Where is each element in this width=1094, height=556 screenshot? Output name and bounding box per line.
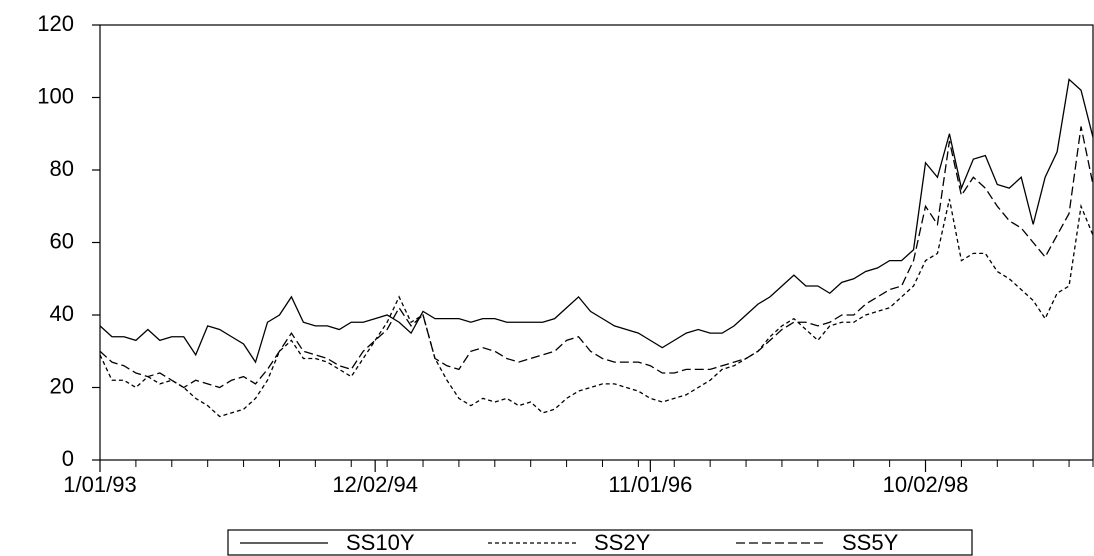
y-tick-label: 100 (37, 83, 74, 108)
x-tick-label: 11/01/96 (608, 472, 692, 497)
legend-label: SS10Y (346, 530, 415, 555)
y-tick-label: 60 (50, 228, 74, 253)
x-tick-label: 12/02/94 (332, 472, 418, 497)
x-tick-label: 10/02/98 (883, 472, 969, 497)
y-tick-label: 80 (50, 156, 74, 181)
y-tick-label: 120 (37, 11, 74, 36)
series-line (99, 198, 1094, 418)
y-tick-label: 20 (50, 373, 74, 398)
legend-box (227, 529, 973, 556)
series-line (99, 78, 1094, 364)
plot-frame (99, 24, 1094, 461)
legend-label: SS2Y (594, 530, 651, 555)
y-tick-label: 40 (50, 301, 74, 326)
y-tick-label: 0 (62, 446, 74, 471)
legend-label: SS5Y (842, 530, 899, 555)
x-tick-label: 1/01/93 (63, 472, 136, 497)
series-line (99, 126, 1094, 389)
